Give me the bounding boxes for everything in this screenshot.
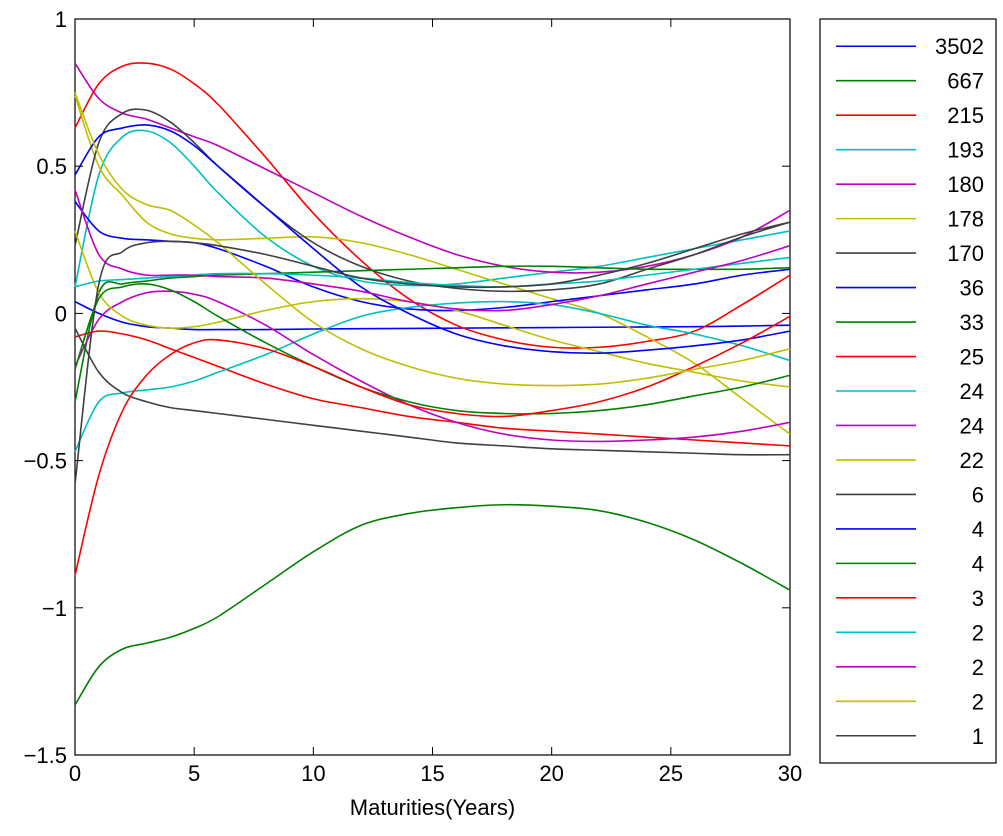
legend-label: 25 [960, 345, 984, 370]
legend: 3502667215193180178170363325242422644322… [819, 18, 997, 764]
x-tick-label: 5 [188, 761, 200, 786]
legend-label: 3 [972, 586, 984, 611]
x-axis-label: Maturities(Years) [350, 795, 515, 820]
legend-item: 3502 [836, 34, 984, 59]
legend-label: 2 [972, 689, 984, 714]
legend-label: 4 [972, 551, 984, 576]
x-axis-ticks: 0 5 10 15 20 25 30 [69, 19, 802, 786]
legend-label: 180 [947, 172, 984, 197]
legend-label: 24 [960, 379, 984, 404]
y-axis-ticks: −1.5 −1 −0.5 0 0.5 1 [24, 7, 790, 768]
legend-label: 667 [947, 69, 984, 94]
legend-item: 22 [836, 448, 984, 473]
legend-item: 24 [836, 379, 984, 404]
legend-item: 4 [836, 517, 984, 542]
y-tick-label: 1 [55, 7, 67, 32]
series-layer [74, 62, 791, 706]
series-line-21-1 [74, 221, 791, 485]
legend-label: 1 [972, 724, 984, 749]
legend-label: 6 [972, 482, 984, 507]
legend-label: 215 [947, 103, 984, 128]
legend-item: 4 [836, 551, 984, 576]
y-tick-label: 0.5 [36, 154, 67, 179]
legend-label: 2 [972, 655, 984, 680]
legend-item: 667 [836, 69, 984, 94]
legend-label: 36 [960, 276, 984, 301]
series-line-20-2 [74, 92, 791, 387]
legend-item: 170 [836, 241, 984, 266]
legend-item: 178 [836, 207, 984, 232]
legend-item: 2 [836, 655, 984, 680]
legend-label: 178 [947, 207, 984, 232]
x-tick-label: 25 [659, 761, 683, 786]
legend-label: 193 [947, 138, 984, 163]
x-tick-label: 0 [69, 761, 81, 786]
series-line-19-2 [74, 189, 791, 312]
y-tick-label: −1 [42, 596, 67, 621]
plot-area: 0 5 10 15 20 25 30 −1.5 −1 −0.5 0 0.5 1 [24, 7, 803, 786]
series-line-12-24 [74, 290, 791, 443]
legend-label: 33 [960, 310, 984, 335]
series-line-2-667 [74, 503, 791, 706]
series-line-5-180 [74, 62, 791, 274]
legend-item: 1 [836, 724, 984, 749]
legend-item: 180 [836, 172, 984, 197]
legend-label: 3502 [935, 34, 984, 59]
series-line-8-36 [74, 201, 791, 312]
series-line-9-33 [74, 265, 791, 402]
y-tick-label: −0.5 [24, 449, 67, 474]
y-tick-label: −1.5 [24, 743, 67, 768]
legend-label: 24 [960, 413, 984, 438]
series-line-14-6 [74, 327, 791, 456]
legend-item: 2 [836, 689, 984, 714]
x-tick-label: 30 [778, 761, 802, 786]
legend-item: 24 [836, 413, 984, 438]
series-line-11-24 [74, 300, 791, 453]
legend-item: 33 [836, 310, 984, 335]
series-line-17-3 [74, 315, 791, 576]
series-line-13-22 [74, 230, 791, 388]
legend-label: 2 [972, 620, 984, 645]
legend-items: 3502667215193180178170363325242422644322… [836, 34, 984, 749]
y-tick-label: 0 [55, 301, 67, 326]
legend-label: 170 [947, 241, 984, 266]
series-line-10-25 [74, 330, 791, 447]
legend-item: 36 [836, 276, 984, 301]
x-tick-label: 15 [420, 761, 444, 786]
legend-label: 4 [972, 517, 984, 542]
legend-item: 25 [836, 345, 984, 370]
legend-item: 193 [836, 138, 984, 163]
x-tick-label: 10 [301, 761, 325, 786]
series-line-1-3502 [74, 300, 791, 331]
plot-frame [74, 18, 791, 756]
legend-item: 6 [836, 482, 984, 507]
legend-label: 22 [960, 448, 984, 473]
legend-item: 215 [836, 103, 984, 128]
series-line-3-215 [74, 62, 791, 349]
legend-item: 2 [836, 620, 984, 645]
legend-item: 3 [836, 586, 984, 611]
series-line-6-178 [74, 95, 791, 435]
series-line-15-4 [74, 124, 791, 354]
x-tick-label: 20 [539, 761, 563, 786]
series-line-4-193 [74, 129, 791, 288]
